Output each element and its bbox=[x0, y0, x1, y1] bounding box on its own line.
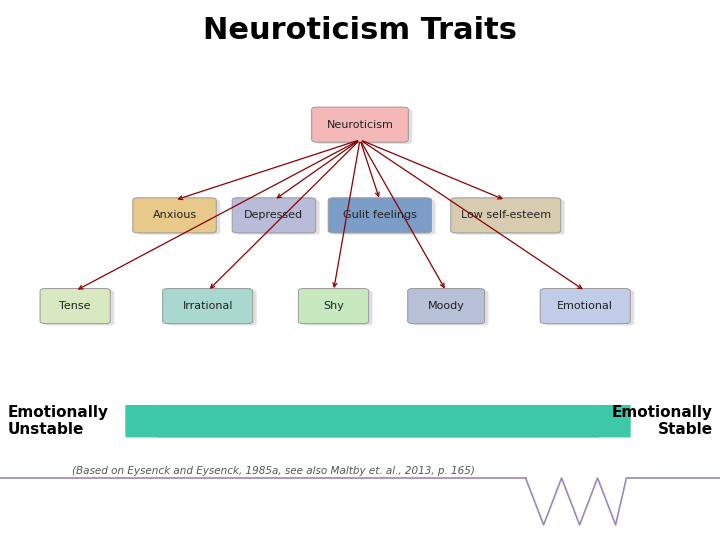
FancyBboxPatch shape bbox=[312, 107, 408, 142]
Text: Neuroticism Traits: Neuroticism Traits bbox=[203, 16, 517, 45]
FancyBboxPatch shape bbox=[451, 198, 561, 233]
FancyBboxPatch shape bbox=[302, 291, 372, 326]
Text: Emotional: Emotional bbox=[557, 301, 613, 311]
FancyBboxPatch shape bbox=[332, 200, 436, 235]
FancyBboxPatch shape bbox=[455, 200, 564, 235]
Text: Emotionally
Unstable: Emotionally Unstable bbox=[7, 405, 108, 437]
FancyBboxPatch shape bbox=[544, 291, 634, 326]
FancyBboxPatch shape bbox=[540, 288, 630, 323]
Text: Anxious: Anxious bbox=[153, 211, 197, 220]
Text: Low self-esteem: Low self-esteem bbox=[461, 211, 551, 220]
Text: Tense: Tense bbox=[60, 301, 91, 311]
Text: Emotionally
Stable: Emotionally Stable bbox=[612, 405, 713, 437]
FancyBboxPatch shape bbox=[232, 198, 315, 233]
Text: Irrational: Irrational bbox=[182, 301, 233, 311]
FancyBboxPatch shape bbox=[44, 291, 114, 326]
FancyBboxPatch shape bbox=[132, 198, 216, 233]
FancyBboxPatch shape bbox=[408, 288, 485, 323]
Text: Moody: Moody bbox=[428, 301, 464, 311]
Text: Gulit feelings: Gulit feelings bbox=[343, 211, 417, 220]
FancyBboxPatch shape bbox=[163, 288, 253, 323]
FancyBboxPatch shape bbox=[40, 288, 110, 323]
FancyArrow shape bbox=[126, 406, 630, 437]
Text: Shy: Shy bbox=[323, 301, 344, 311]
FancyBboxPatch shape bbox=[137, 200, 220, 235]
FancyBboxPatch shape bbox=[236, 200, 320, 235]
Text: Depressed: Depressed bbox=[244, 211, 303, 220]
FancyArrow shape bbox=[126, 406, 630, 437]
FancyBboxPatch shape bbox=[298, 288, 369, 323]
FancyBboxPatch shape bbox=[315, 109, 413, 144]
FancyBboxPatch shape bbox=[166, 291, 256, 326]
FancyBboxPatch shape bbox=[412, 291, 488, 326]
Text: (Based on Eysenck and Eysenck, 1985a, see also Maltby et. al., 2013, p. 165): (Based on Eysenck and Eysenck, 1985a, se… bbox=[72, 466, 475, 476]
FancyBboxPatch shape bbox=[328, 198, 431, 233]
Text: Neuroticism: Neuroticism bbox=[327, 120, 393, 130]
